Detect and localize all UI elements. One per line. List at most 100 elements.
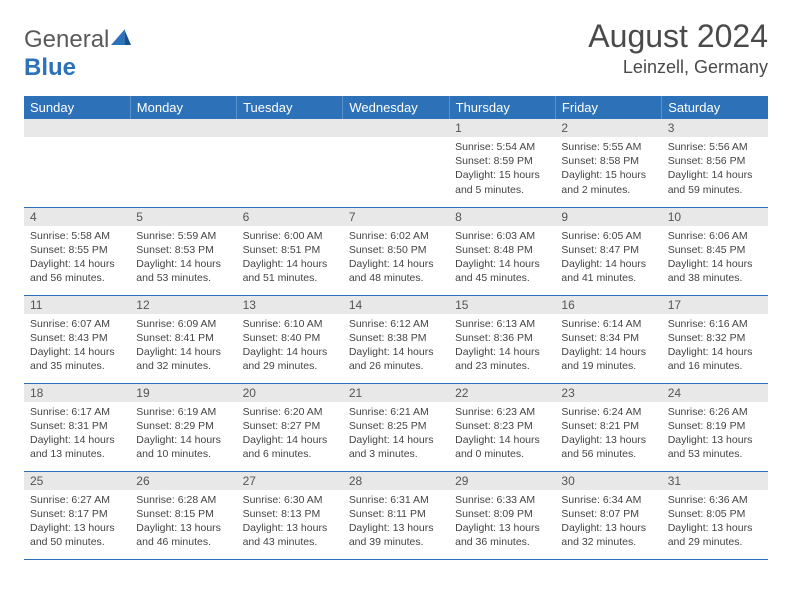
sunrise-text: Sunrise: 6:30 AM — [243, 493, 337, 507]
daylight-text: Daylight: 14 hours and 41 minutes. — [561, 257, 655, 285]
sunrise-text: Sunrise: 6:20 AM — [243, 405, 337, 419]
sunrise-text: Sunrise: 6:33 AM — [455, 493, 549, 507]
day-number: 10 — [662, 208, 768, 226]
sunrise-text: Sunrise: 6:03 AM — [455, 229, 549, 243]
day-number: 31 — [662, 472, 768, 490]
col-sat: Saturday — [662, 96, 768, 119]
calendar-table: Sunday Monday Tuesday Wednesday Thursday… — [24, 96, 768, 560]
day-body: Sunrise: 6:20 AMSunset: 8:27 PMDaylight:… — [237, 402, 343, 466]
calendar-cell: 20Sunrise: 6:20 AMSunset: 8:27 PMDayligh… — [237, 383, 343, 471]
daylight-text: Daylight: 14 hours and 32 minutes. — [136, 345, 230, 373]
logo-sail-icon — [111, 26, 131, 54]
title-location: Leinzell, Germany — [588, 57, 768, 78]
day-number: 24 — [662, 384, 768, 402]
calendar-cell: 30Sunrise: 6:34 AMSunset: 8:07 PMDayligh… — [555, 471, 661, 559]
col-mon: Monday — [130, 96, 236, 119]
daylight-text: Daylight: 14 hours and 26 minutes. — [349, 345, 443, 373]
calendar-cell: 7Sunrise: 6:02 AMSunset: 8:50 PMDaylight… — [343, 207, 449, 295]
calendar-row: 4Sunrise: 5:58 AMSunset: 8:55 PMDaylight… — [24, 207, 768, 295]
calendar-row: 11Sunrise: 6:07 AMSunset: 8:43 PMDayligh… — [24, 295, 768, 383]
sunset-text: Sunset: 8:21 PM — [561, 419, 655, 433]
day-number: 29 — [449, 472, 555, 490]
daylight-text: Daylight: 13 hours and 43 minutes. — [243, 521, 337, 549]
daylight-text: Daylight: 14 hours and 48 minutes. — [349, 257, 443, 285]
daylight-text: Daylight: 14 hours and 6 minutes. — [243, 433, 337, 461]
day-number: 13 — [237, 296, 343, 314]
calendar-cell: 22Sunrise: 6:23 AMSunset: 8:23 PMDayligh… — [449, 383, 555, 471]
calendar-cell: 14Sunrise: 6:12 AMSunset: 8:38 PMDayligh… — [343, 295, 449, 383]
sunrise-text: Sunrise: 6:23 AM — [455, 405, 549, 419]
day-body: Sunrise: 6:26 AMSunset: 8:19 PMDaylight:… — [662, 402, 768, 466]
day-body: Sunrise: 5:59 AMSunset: 8:53 PMDaylight:… — [130, 226, 236, 290]
sunrise-text: Sunrise: 6:28 AM — [136, 493, 230, 507]
sunrise-text: Sunrise: 5:58 AM — [30, 229, 124, 243]
calendar-cell: 31Sunrise: 6:36 AMSunset: 8:05 PMDayligh… — [662, 471, 768, 559]
sunset-text: Sunset: 8:09 PM — [455, 507, 549, 521]
daylight-text: Daylight: 13 hours and 29 minutes. — [668, 521, 762, 549]
day-number: 11 — [24, 296, 130, 314]
sunrise-text: Sunrise: 6:16 AM — [668, 317, 762, 331]
day-number: 17 — [662, 296, 768, 314]
calendar-cell: 6Sunrise: 6:00 AMSunset: 8:51 PMDaylight… — [237, 207, 343, 295]
sunset-text: Sunset: 8:59 PM — [455, 154, 549, 168]
calendar-cell: 5Sunrise: 5:59 AMSunset: 8:53 PMDaylight… — [130, 207, 236, 295]
day-body: Sunrise: 5:56 AMSunset: 8:56 PMDaylight:… — [662, 137, 768, 201]
calendar-cell: 13Sunrise: 6:10 AMSunset: 8:40 PMDayligh… — [237, 295, 343, 383]
daylight-text: Daylight: 14 hours and 29 minutes. — [243, 345, 337, 373]
calendar-cell — [130, 119, 236, 207]
day-number: 21 — [343, 384, 449, 402]
day-number: 15 — [449, 296, 555, 314]
calendar-cell: 29Sunrise: 6:33 AMSunset: 8:09 PMDayligh… — [449, 471, 555, 559]
day-body: Sunrise: 6:00 AMSunset: 8:51 PMDaylight:… — [237, 226, 343, 290]
sunrise-text: Sunrise: 5:59 AM — [136, 229, 230, 243]
day-body: Sunrise: 6:13 AMSunset: 8:36 PMDaylight:… — [449, 314, 555, 378]
sunset-text: Sunset: 8:23 PM — [455, 419, 549, 433]
sunrise-text: Sunrise: 6:36 AM — [668, 493, 762, 507]
calendar-cell: 23Sunrise: 6:24 AMSunset: 8:21 PMDayligh… — [555, 383, 661, 471]
day-number: 23 — [555, 384, 661, 402]
day-body: Sunrise: 5:58 AMSunset: 8:55 PMDaylight:… — [24, 226, 130, 290]
daylight-text: Daylight: 14 hours and 23 minutes. — [455, 345, 549, 373]
day-number: 16 — [555, 296, 661, 314]
col-wed: Wednesday — [343, 96, 449, 119]
sunset-text: Sunset: 8:11 PM — [349, 507, 443, 521]
sunset-text: Sunset: 8:41 PM — [136, 331, 230, 345]
daylight-text: Daylight: 14 hours and 45 minutes. — [455, 257, 549, 285]
day-number: 14 — [343, 296, 449, 314]
day-body: Sunrise: 6:12 AMSunset: 8:38 PMDaylight:… — [343, 314, 449, 378]
sunrise-text: Sunrise: 6:14 AM — [561, 317, 655, 331]
daylight-text: Daylight: 14 hours and 16 minutes. — [668, 345, 762, 373]
day-number: 26 — [130, 472, 236, 490]
logo-text: GeneralBlue — [24, 26, 131, 82]
sunrise-text: Sunrise: 6:10 AM — [243, 317, 337, 331]
sunset-text: Sunset: 8:55 PM — [30, 243, 124, 257]
sunrise-text: Sunrise: 6:19 AM — [136, 405, 230, 419]
day-number — [130, 119, 236, 137]
sunset-text: Sunset: 8:19 PM — [668, 419, 762, 433]
day-number: 4 — [24, 208, 130, 226]
sunset-text: Sunset: 8:17 PM — [30, 507, 124, 521]
sunrise-text: Sunrise: 6:12 AM — [349, 317, 443, 331]
title-block: August 2024 Leinzell, Germany — [588, 18, 768, 78]
sunset-text: Sunset: 8:25 PM — [349, 419, 443, 433]
calendar-cell: 2Sunrise: 5:55 AMSunset: 8:58 PMDaylight… — [555, 119, 661, 207]
sunset-text: Sunset: 8:56 PM — [668, 154, 762, 168]
sunset-text: Sunset: 8:43 PM — [30, 331, 124, 345]
day-body: Sunrise: 6:03 AMSunset: 8:48 PMDaylight:… — [449, 226, 555, 290]
day-body: Sunrise: 5:54 AMSunset: 8:59 PMDaylight:… — [449, 137, 555, 201]
day-number — [24, 119, 130, 137]
calendar-cell: 9Sunrise: 6:05 AMSunset: 8:47 PMDaylight… — [555, 207, 661, 295]
day-body: Sunrise: 6:23 AMSunset: 8:23 PMDaylight:… — [449, 402, 555, 466]
day-body: Sunrise: 6:05 AMSunset: 8:47 PMDaylight:… — [555, 226, 661, 290]
day-number: 5 — [130, 208, 236, 226]
calendar-cell: 8Sunrise: 6:03 AMSunset: 8:48 PMDaylight… — [449, 207, 555, 295]
logo-prefix: General — [24, 26, 109, 53]
day-body: Sunrise: 6:06 AMSunset: 8:45 PMDaylight:… — [662, 226, 768, 290]
calendar-cell: 12Sunrise: 6:09 AMSunset: 8:41 PMDayligh… — [130, 295, 236, 383]
sunrise-text: Sunrise: 6:06 AM — [668, 229, 762, 243]
day-number: 9 — [555, 208, 661, 226]
day-body: Sunrise: 6:09 AMSunset: 8:41 PMDaylight:… — [130, 314, 236, 378]
sunset-text: Sunset: 8:58 PM — [561, 154, 655, 168]
sunset-text: Sunset: 8:53 PM — [136, 243, 230, 257]
calendar-body: 1Sunrise: 5:54 AMSunset: 8:59 PMDaylight… — [24, 119, 768, 559]
